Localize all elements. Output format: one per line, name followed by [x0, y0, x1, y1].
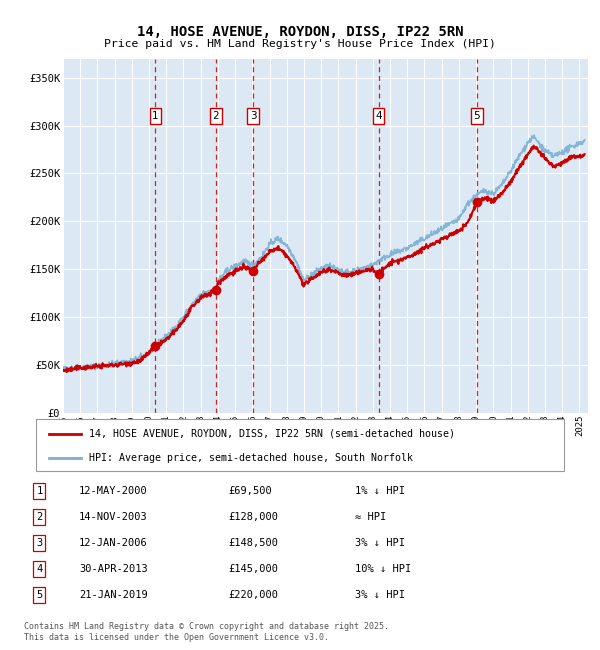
- Text: Contains HM Land Registry data © Crown copyright and database right 2025.
This d: Contains HM Land Registry data © Crown c…: [24, 622, 389, 642]
- Text: 5: 5: [473, 111, 480, 121]
- Text: 3: 3: [250, 111, 256, 121]
- Text: 4: 4: [37, 564, 43, 574]
- Text: 1: 1: [152, 111, 159, 121]
- Text: 5: 5: [37, 590, 43, 600]
- Text: 3% ↓ HPI: 3% ↓ HPI: [355, 590, 405, 600]
- Text: 1% ↓ HPI: 1% ↓ HPI: [355, 486, 405, 496]
- Text: 12-MAY-2000: 12-MAY-2000: [79, 486, 148, 496]
- Text: 14-NOV-2003: 14-NOV-2003: [79, 512, 148, 522]
- Text: ≈ HPI: ≈ HPI: [355, 512, 386, 522]
- Text: £69,500: £69,500: [228, 486, 272, 496]
- Text: Price paid vs. HM Land Registry's House Price Index (HPI): Price paid vs. HM Land Registry's House …: [104, 39, 496, 49]
- Text: £148,500: £148,500: [228, 538, 278, 548]
- Text: 2: 2: [37, 512, 43, 522]
- Text: 10% ↓ HPI: 10% ↓ HPI: [355, 564, 412, 574]
- Text: 14, HOSE AVENUE, ROYDON, DISS, IP22 5RN: 14, HOSE AVENUE, ROYDON, DISS, IP22 5RN: [137, 25, 463, 39]
- Text: £145,000: £145,000: [228, 564, 278, 574]
- FancyBboxPatch shape: [36, 419, 564, 471]
- Text: 4: 4: [375, 111, 382, 121]
- Text: 2: 2: [212, 111, 219, 121]
- Text: 14, HOSE AVENUE, ROYDON, DISS, IP22 5RN (semi-detached house): 14, HOSE AVENUE, ROYDON, DISS, IP22 5RN …: [89, 429, 455, 439]
- Text: £220,000: £220,000: [228, 590, 278, 600]
- Text: 21-JAN-2019: 21-JAN-2019: [79, 590, 148, 600]
- Text: 3: 3: [37, 538, 43, 548]
- Text: 1: 1: [37, 486, 43, 496]
- Text: 30-APR-2013: 30-APR-2013: [79, 564, 148, 574]
- Text: £128,000: £128,000: [228, 512, 278, 522]
- Text: 3% ↓ HPI: 3% ↓ HPI: [355, 538, 405, 548]
- Text: HPI: Average price, semi-detached house, South Norfolk: HPI: Average price, semi-detached house,…: [89, 453, 413, 463]
- Text: 12-JAN-2006: 12-JAN-2006: [79, 538, 148, 548]
